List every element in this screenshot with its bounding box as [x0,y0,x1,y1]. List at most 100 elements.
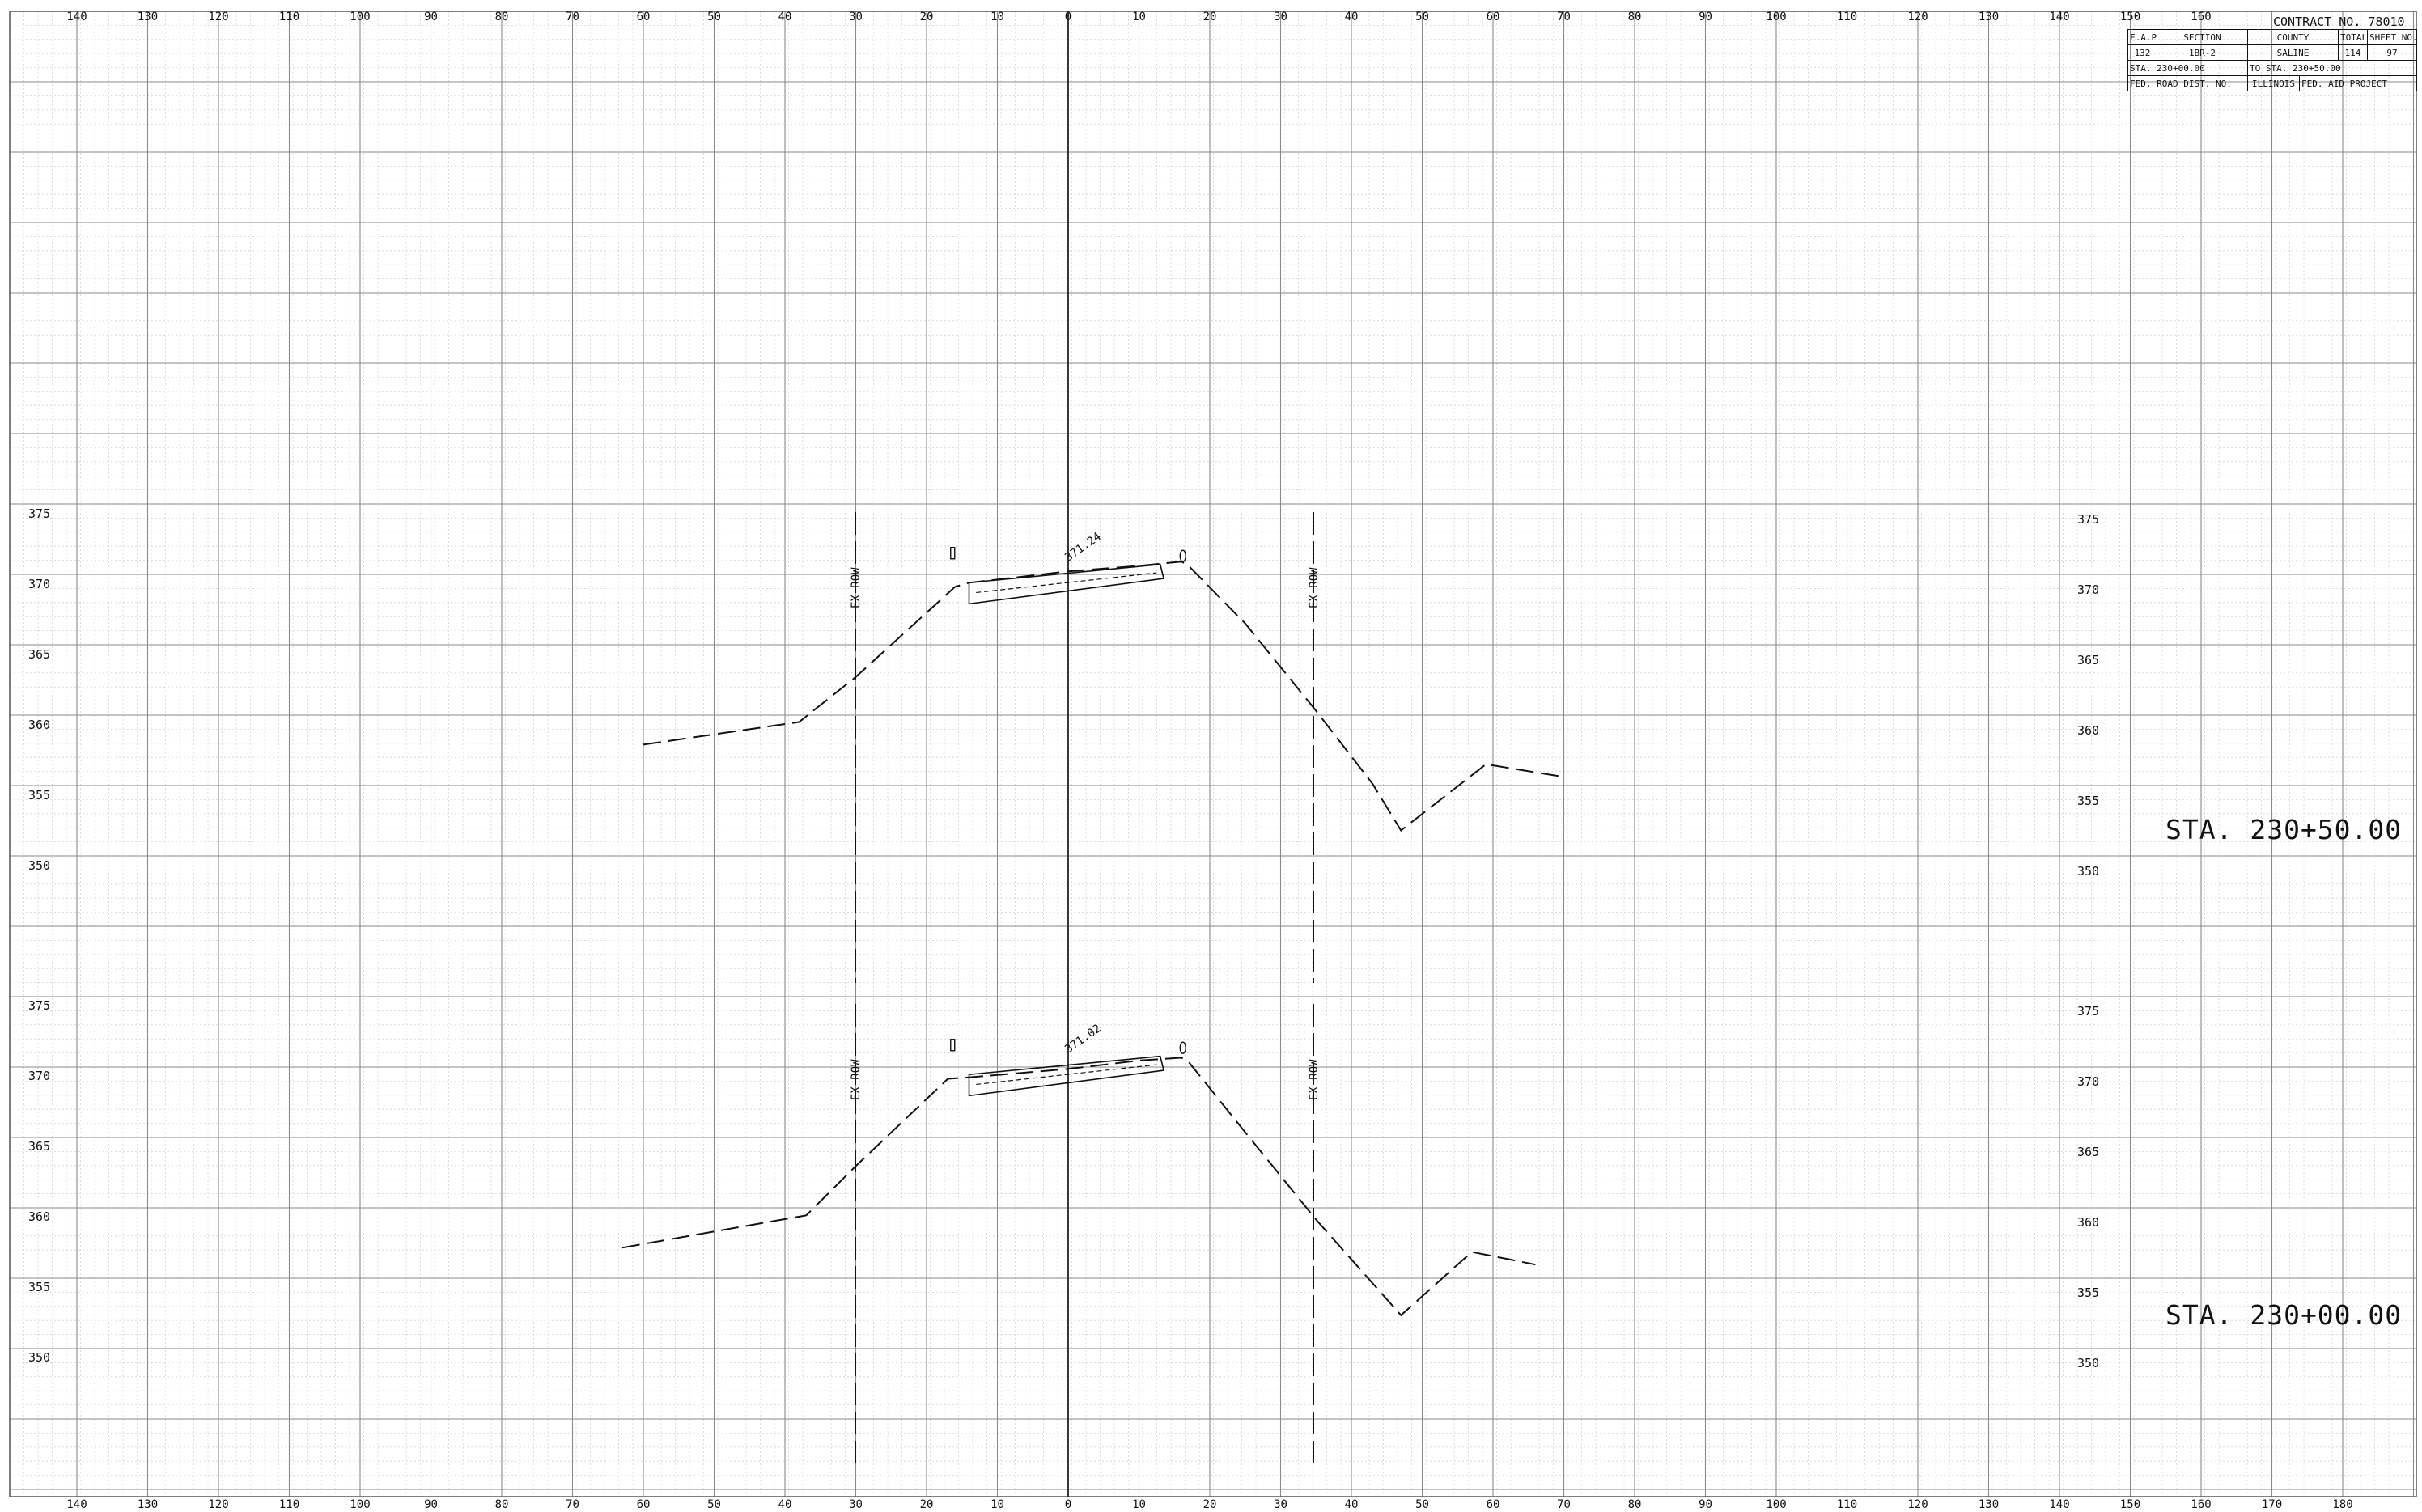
offset-tick-top: 80 [1628,11,1642,23]
right-marker [1179,549,1186,562]
station-label-upper: STA. 230+50.00 [2165,814,2403,845]
offset-tick-top: 100 [350,11,370,23]
pavement-base [976,572,1157,594]
proposed-pavement [968,1055,1165,1097]
offset-tick-top: 60 [1487,11,1500,23]
title-block: CONTRACT NO. 78010 F.A.P RTE SECTION COU… [2127,11,2417,108]
offset-tick-top: 160 [2191,11,2211,23]
elevation-label-left: 360 [28,718,50,732]
elevation-label-left: 350 [28,858,50,873]
cross-section-upper: 375 375 370 370 365 365 360 360 355 355 350 350 EX R… [28,506,2099,983]
right-marker [1179,1041,1186,1054]
elevation-label-left: 370 [28,1069,50,1083]
cross-section-lower: 375 375 370 370 365 365 360 360 355 355 350 350 EX R… [28,998,2099,1464]
row-label: EX ROW [1308,567,1321,608]
fap-header: F.A.P RTE [2127,29,2157,45]
elevation-label-right: 360 [2077,1215,2099,1230]
offset-tick-top: 10 [990,11,1004,23]
offset-tick-top: 130 [1979,11,1999,23]
offset-tick-bottom: 110 [1837,1498,1857,1511]
cross-sections: 375 375 370 370 365 365 360 360 355 355 350 350 EX R… [28,506,2099,1464]
offset-tick-bottom: 140 [2049,1498,2069,1511]
offset-tick-top: 110 [279,11,299,23]
offset-tick-top: 150 [2120,11,2140,23]
elevation-label-right: 350 [2077,1356,2099,1370]
offset-tick-top: 40 [778,11,792,23]
proposed-pavement [968,563,1165,605]
elevation-label-left: 365 [28,1139,50,1154]
fed-road-dist: FED. ROAD DIST. NO. [2127,75,2248,91]
left-marker [950,547,956,560]
elevation-label-right: 375 [2077,1004,2099,1019]
fed-aid-project: FED. AID PROJECT [2299,75,2417,91]
row-label: EX ROW [1308,1059,1321,1100]
offset-tick-top: 70 [566,11,579,23]
offset-tick-bottom: 30 [849,1498,863,1511]
offset-tick-top: 50 [707,11,721,23]
offset-tick-top: 30 [849,11,863,23]
offset-tick-bottom: 90 [424,1498,438,1511]
offset-tick-bottom: 50 [1415,1498,1429,1511]
offset-tick-bottom: 170 [2262,1498,2282,1511]
sheet-no-value: 97 [2367,44,2417,61]
offset-tick-bottom: 130 [138,1498,158,1511]
offset-tick-top: 30 [1274,11,1287,23]
offset-tick-bottom: 0 [1065,1498,1071,1511]
elevation-label-right: 350 [2077,864,2099,879]
offset-tick-top: 10 [1132,11,1146,23]
state-value: ILLINOIS [2247,75,2300,91]
existing-ground-line [621,1057,1536,1317]
axis-ticks: 140 130 120 110 100 90 80 70 60 50 40 30 20 10 0 10 20 30… [66,11,2352,1511]
offset-tick-bottom: 180 [2332,1498,2352,1511]
offset-tick-top: 120 [208,11,228,23]
offset-tick-bottom: 20 [920,1498,934,1511]
offset-tick-top: 140 [66,11,87,23]
offset-tick-bottom: 40 [1345,1498,1359,1511]
contract-number: CONTRACT NO. 78010 [2273,15,2405,29]
station-label-lower: STA. 230+00.00 [2165,1299,2403,1331]
offset-tick-top: 50 [1415,11,1429,23]
county-header: COUNTY [2247,29,2339,45]
title-table: F.A.P RTE SECTION COUNTY TOTAL SHEETS SH… [2127,29,2417,91]
elevation-label-left: 360 [28,1209,50,1224]
elevation-label-left: 370 [28,577,50,591]
offset-tick-bottom: 150 [2120,1498,2140,1511]
offset-tick-bottom: 70 [566,1498,579,1511]
elevation-label-right: 365 [2077,653,2099,667]
offset-tick-top: 20 [920,11,934,23]
elevation-label-left: 350 [28,1350,50,1365]
offset-tick-bottom: 30 [1274,1498,1287,1511]
offset-tick-bottom: 100 [350,1498,370,1511]
offset-tick-bottom: 160 [2191,1498,2211,1511]
major-grid [10,11,2416,1497]
offset-tick-bottom: 10 [1132,1498,1146,1511]
minor-grid [9,11,2416,1497]
county-value: SALINE [2247,44,2339,61]
offset-tick-bottom: 110 [279,1498,299,1511]
offset-tick-top: 130 [138,11,158,23]
elevation-label-right: 365 [2077,1145,2099,1159]
offset-tick-bottom: 40 [778,1498,792,1511]
elevation-label-right: 360 [2077,723,2099,738]
row-label: EX ROW [850,567,863,608]
elevation-label-left: 355 [28,788,50,803]
offset-tick-top: 0 [1065,11,1071,23]
offset-tick-bottom: 130 [1979,1498,1999,1511]
section-value: 1BR-2 [2157,44,2248,61]
elevation-label-right: 355 [2077,1285,2099,1300]
offset-tick-bottom: 10 [990,1498,1004,1511]
offset-tick-top: 140 [2049,11,2069,23]
total-sheets-header: TOTAL SHEETS [2338,29,2368,45]
offset-tick-bottom: 140 [66,1498,87,1511]
offset-tick-bottom: 60 [637,1498,651,1511]
offset-tick-top: 120 [1907,11,1928,23]
offset-tick-top: 100 [1766,11,1786,23]
offset-tick-top: 80 [495,11,509,23]
grid [9,11,2417,1497]
offset-tick-bottom: 120 [208,1498,228,1511]
offset-tick-top: 110 [1837,11,1857,23]
offset-tick-top: 20 [1203,11,1217,23]
offset-tick-bottom: 50 [707,1498,721,1511]
section-header: SECTION [2157,29,2248,45]
offset-tick-bottom: 20 [1203,1498,1217,1511]
